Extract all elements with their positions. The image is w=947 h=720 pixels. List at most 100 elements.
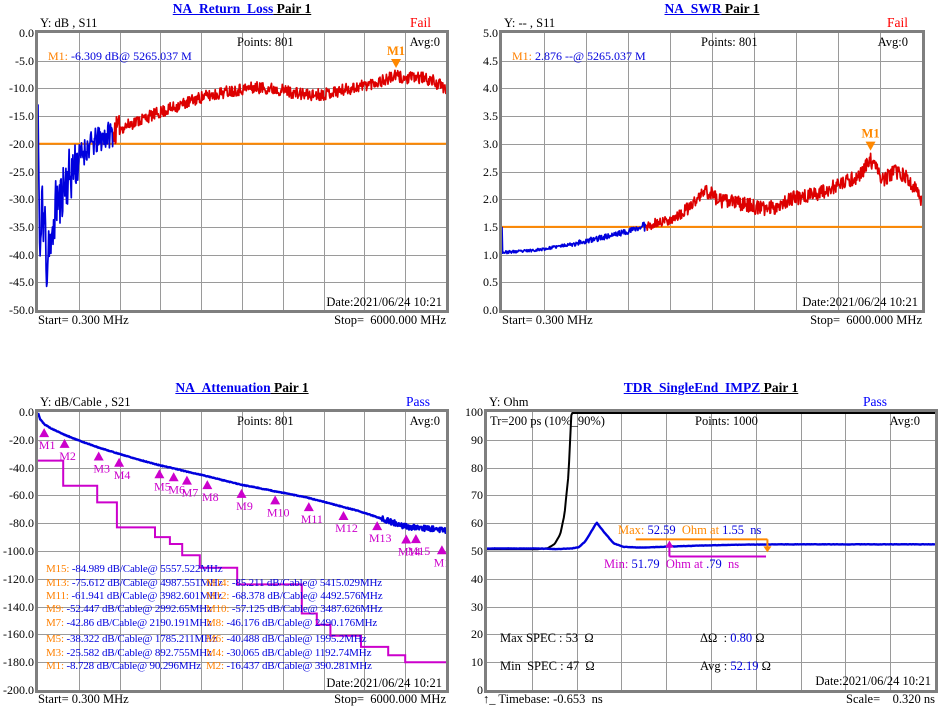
panel-na-attenuation: NA_Attenuation Pair 1 Pass Y: dB/Cable ,… (3, 380, 449, 706)
svg-text:M1: M1 (39, 438, 56, 452)
y-tick-label: 0.0 (483, 303, 498, 317)
max-spec-label: Max SPEC : 53 Ω (500, 631, 594, 645)
svg-text:M4: M4 (114, 468, 131, 482)
marker-value: -6.309 dB@ 5265.037 M (68, 49, 192, 63)
panel-title: TDR_SingleEnd_IMPZ Pair 1 (487, 380, 935, 396)
avg-ohm-readout: Avg : 52.19 Ω (700, 659, 771, 674)
points-label: Points: 801 (237, 414, 294, 428)
avg-ohm-label: Avg : (700, 659, 731, 673)
y-tick-label: -180.0 (3, 655, 34, 670)
timebase-label: ↑_ Timebase: -0.653 ns (483, 692, 603, 707)
y-tick-label: 0.5 (483, 275, 498, 290)
return-loss-chart: M1 (38, 33, 446, 310)
status-badge: Fail (886, 15, 908, 30)
svg-text:M12: M12 (335, 521, 358, 535)
y-tick-label: -15.0 (9, 109, 34, 124)
svg-text:M10: M10 (267, 505, 290, 519)
svg-text:M9: M9 (236, 499, 253, 513)
max-unit: Ohm at (675, 523, 723, 537)
max-label: Max: (618, 523, 645, 537)
max-impedance-annotation: Max: 52.59 Ohm at 1.55 ns (618, 523, 761, 538)
marker-readout: M1: 2.876 --@ 5265.037 M (512, 49, 646, 64)
y-tick-label: 1.0 (483, 247, 498, 262)
status-badge: Pass (862, 394, 887, 409)
max-time: 1.55 (722, 523, 745, 537)
marker-value: 2.876 --@ 5265.037 M (532, 49, 646, 63)
svg-text:M6: M6 (168, 482, 185, 496)
svg-text:M1: M1 (387, 44, 405, 58)
avg-label: Avg:0 (889, 414, 920, 428)
y-tick-label: 3.5 (483, 109, 498, 124)
svg-text:M7: M7 (182, 486, 199, 500)
avg-label: Avg:0 (877, 35, 908, 49)
y-tick-label: -5.0 (15, 53, 34, 68)
y-axis-label: Y: dB/Cable , S21 (40, 395, 131, 409)
min-impedance-annotation: Min: 51.79 Ohm at .79 ns (604, 557, 739, 572)
marker-readout: M1: -6.309 dB@ 5265.037 M (48, 49, 192, 64)
avg-ohm-value: 52.19 (730, 659, 759, 673)
delta-unit: Ω (752, 631, 765, 645)
plot-frame (35, 409, 449, 693)
y-axis-label: Y: dB , S11 (40, 16, 98, 30)
title-pair: Pair 1 (760, 380, 799, 395)
y-tick-label: 1.5 (483, 219, 498, 234)
y-tick-label: -140.0 (3, 599, 34, 614)
y-axis-label: Y: Ohm (489, 395, 529, 409)
marker-name: M1: (48, 49, 69, 63)
min-label: Min: (604, 557, 629, 571)
avg-label: Avg:0 (409, 414, 440, 428)
delta-value: 0.80 (730, 631, 753, 645)
date-label: Date:2021/06/24 10:21 (815, 674, 931, 688)
points-label: Points: 801 (701, 35, 758, 49)
svg-text:M3: M3 (93, 462, 110, 476)
plot-frame (35, 30, 449, 313)
min-time: .79 (706, 557, 722, 571)
y-tick-label: -50.0 (9, 303, 34, 317)
y-tick-label: -20.0 (9, 136, 34, 151)
title-test-name: NA_Return_Loss (172, 1, 274, 16)
rise-time-label: Tr=200 ps (10%_90%) (490, 414, 605, 428)
y-tick-label: 5.0 (483, 26, 498, 40)
max-value: 52.59 (644, 523, 676, 537)
tdr-impedance-chart (487, 412, 935, 690)
y-tick-label: -30.0 (9, 192, 34, 207)
scale-label: Scale= 0.320 ns (846, 692, 935, 706)
date-label: Date:2021/06/24 10:21 (326, 676, 442, 690)
timebase-text: Timebase: -0.653 ns (495, 692, 603, 706)
y-tick-label: 0.0 (19, 405, 34, 419)
points-label: Points: 801 (237, 35, 294, 49)
y-tick-label: -40.0 (9, 247, 34, 262)
min-value: 51.79 (628, 557, 660, 571)
panel-title: NA_SWR Pair 1 (502, 1, 922, 17)
title-pair: Pair 1 (721, 1, 760, 16)
y-tick-label: -60.0 (9, 488, 34, 503)
title-pair: Pair 1 (270, 380, 309, 395)
timebase-arrow-icon: ↑_ (483, 692, 496, 706)
svg-text:M5: M5 (154, 479, 171, 493)
title-test-name: TDR_SingleEnd_IMPZ (623, 380, 761, 395)
title-pair: Pair 1 (273, 1, 312, 16)
y-tick-label: 2.5 (483, 164, 498, 179)
max-time-unit: ns (744, 523, 762, 537)
y-tick-label: -160.0 (3, 627, 34, 642)
stop-freq-label: Stop= 6000.000 MHz (334, 313, 446, 327)
svg-text:M8: M8 (202, 490, 219, 504)
panel-tdr-impedance: TDR_SingleEnd_IMPZ Pair 1 Pass Y: Ohm 10… (465, 380, 938, 706)
svg-text:M2: M2 (59, 449, 76, 463)
y-tick-label: 4.0 (483, 81, 498, 96)
panel-na-return-loss: NA_Return_Loss Pair 1 Fail Y: dB , S11 M… (9, 1, 449, 327)
points-label: Points: 1000 (695, 414, 758, 428)
title-test-name: NA_Attenuation (175, 380, 271, 395)
y-tick-label: -80.0 (9, 516, 34, 531)
panel-title: NA_Return_Loss Pair 1 (38, 1, 446, 17)
y-tick-label: -200.0 (3, 683, 34, 697)
stop-freq-label: Stop= 6000.000 MHz (810, 313, 922, 327)
panel-na-swr: NA_SWR Pair 1 Fail Y: -- , S11 M1 5.0 4.5… (483, 1, 925, 327)
y-tick-label: -35.0 (9, 219, 34, 234)
avg-ohm-unit: Ω (758, 659, 771, 673)
svg-text:M15: M15 (408, 544, 431, 558)
start-freq-label: Start= 0.300 MHz (502, 313, 593, 327)
y-tick-label: -20.0 (9, 432, 34, 447)
svg-text:M11: M11 (301, 512, 323, 526)
